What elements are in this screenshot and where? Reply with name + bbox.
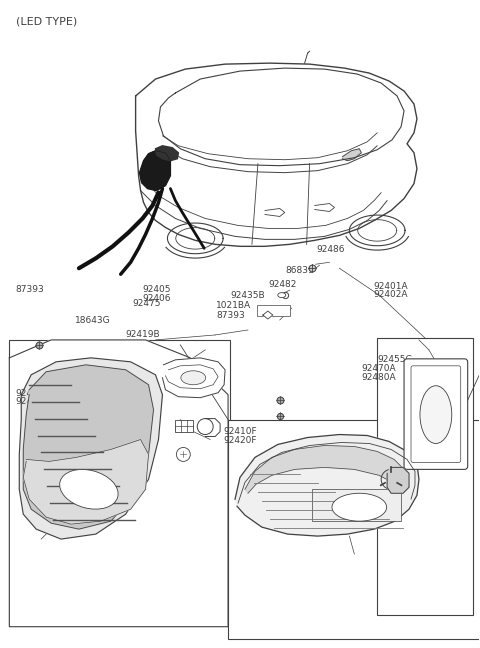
Text: 92402A: 92402A: [373, 290, 408, 299]
Text: 92435B: 92435B: [230, 291, 265, 300]
FancyBboxPatch shape: [411, 366, 461, 463]
Text: 92406: 92406: [142, 294, 171, 303]
Polygon shape: [156, 146, 179, 161]
Ellipse shape: [181, 371, 206, 385]
Text: 92470A: 92470A: [361, 364, 396, 373]
Text: 92420F: 92420F: [223, 435, 257, 445]
Text: 1021BA: 1021BA: [216, 301, 251, 310]
Ellipse shape: [60, 469, 118, 509]
Polygon shape: [9, 340, 228, 627]
Polygon shape: [19, 358, 162, 539]
Polygon shape: [162, 358, 225, 398]
Text: 86839: 86839: [285, 266, 314, 275]
FancyBboxPatch shape: [228, 420, 480, 639]
Text: 92475: 92475: [132, 299, 161, 308]
Text: 18643G: 18643G: [75, 316, 111, 325]
FancyBboxPatch shape: [175, 420, 193, 432]
Text: 92413B: 92413B: [16, 389, 50, 397]
Text: 92482: 92482: [269, 280, 297, 289]
Polygon shape: [245, 445, 407, 493]
FancyBboxPatch shape: [257, 305, 290, 316]
FancyBboxPatch shape: [377, 338, 473, 615]
FancyBboxPatch shape: [9, 340, 230, 624]
Text: 92405: 92405: [142, 285, 171, 294]
Text: 92414B: 92414B: [16, 397, 50, 406]
Polygon shape: [23, 365, 154, 529]
Polygon shape: [342, 149, 361, 161]
Text: 87393: 87393: [216, 311, 245, 320]
Text: (LED TYPE): (LED TYPE): [16, 16, 78, 27]
Polygon shape: [23, 439, 148, 524]
Text: 87393: 87393: [16, 285, 45, 294]
Ellipse shape: [278, 293, 286, 297]
Text: 92419B: 92419B: [125, 330, 160, 340]
Polygon shape: [387, 467, 409, 493]
Polygon shape: [263, 311, 273, 319]
FancyBboxPatch shape: [312, 489, 401, 521]
Text: 92401A: 92401A: [373, 282, 408, 291]
Ellipse shape: [420, 386, 452, 443]
Ellipse shape: [332, 493, 387, 521]
Text: 92480A: 92480A: [361, 373, 396, 382]
Text: 92455C: 92455C: [377, 355, 412, 364]
Polygon shape: [140, 151, 170, 191]
Polygon shape: [235, 435, 419, 536]
Text: 92486: 92486: [316, 246, 345, 254]
FancyBboxPatch shape: [404, 359, 468, 469]
Text: 92410F: 92410F: [223, 427, 257, 436]
